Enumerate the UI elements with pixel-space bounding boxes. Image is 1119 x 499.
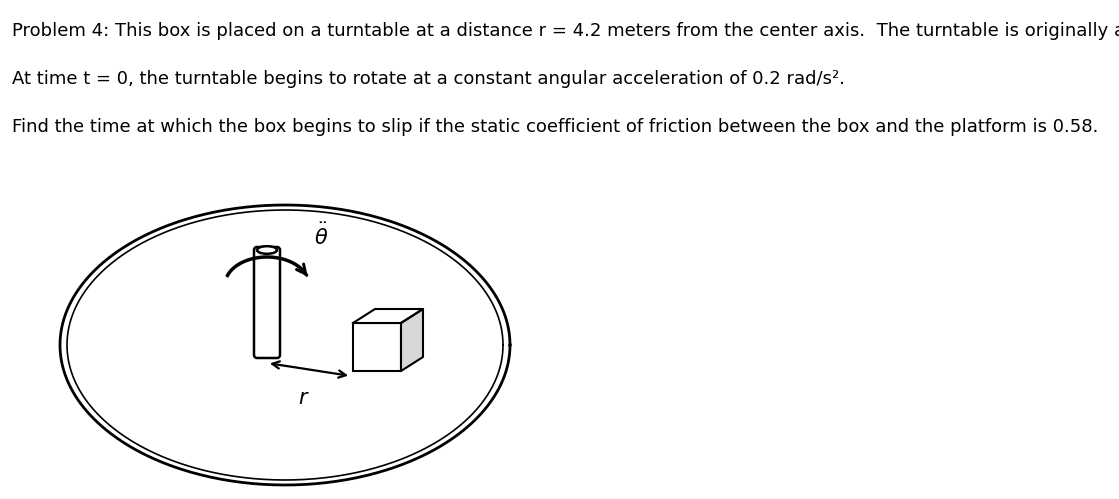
- Text: $\ddot{\theta}$: $\ddot{\theta}$: [314, 223, 328, 249]
- Polygon shape: [352, 309, 423, 323]
- Text: At time t = 0, the turntable begins to rotate at a constant angular acceleration: At time t = 0, the turntable begins to r…: [12, 70, 845, 88]
- Text: Find the time at which the box begins to slip if the static coefficient of frict: Find the time at which the box begins to…: [12, 118, 1099, 136]
- Bar: [352, 323, 401, 371]
- Text: Problem 4: This box is placed on a turntable at a distance r = 4.2 meters from t: Problem 4: This box is placed on a turnt…: [12, 22, 1119, 40]
- Text: $r$: $r$: [298, 388, 310, 408]
- Polygon shape: [401, 309, 423, 371]
- Ellipse shape: [257, 246, 278, 254]
- FancyBboxPatch shape: [254, 247, 280, 358]
